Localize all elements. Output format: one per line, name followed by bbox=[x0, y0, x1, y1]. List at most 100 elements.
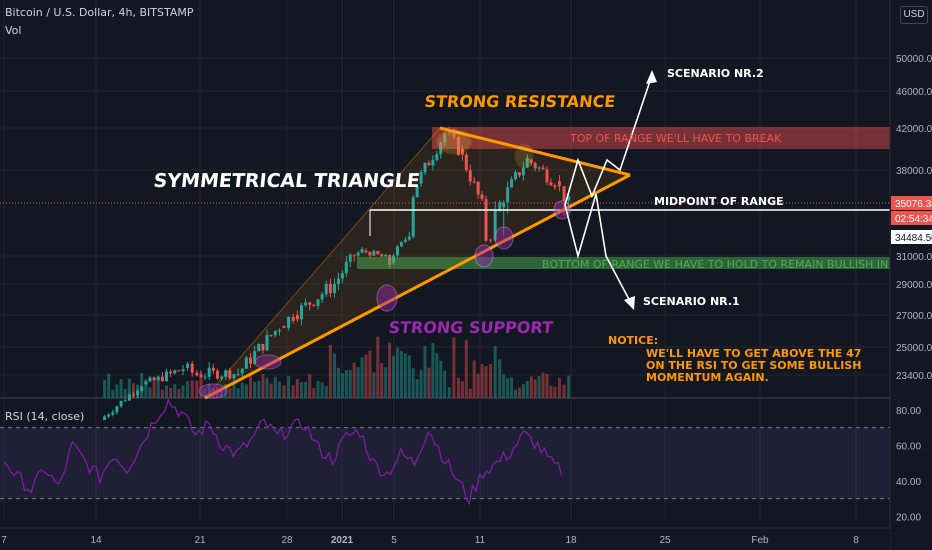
volume-bar bbox=[186, 381, 190, 398]
time-axis-tick: 18 bbox=[565, 535, 577, 546]
candle-body bbox=[336, 278, 340, 284]
price-axis-tick: 38000.00 bbox=[896, 166, 932, 177]
volume-bar bbox=[173, 384, 177, 398]
candle-body bbox=[144, 381, 148, 385]
volume-bar bbox=[443, 370, 447, 398]
volume-bar bbox=[195, 380, 199, 398]
candle-body bbox=[169, 371, 173, 374]
price-axis-tick: 46000.00 bbox=[896, 87, 932, 98]
top-of-range-zone bbox=[432, 127, 890, 149]
candle-body bbox=[107, 414, 111, 417]
volume-bar bbox=[344, 370, 348, 398]
candle-body bbox=[273, 330, 277, 336]
candle-body bbox=[244, 357, 248, 369]
volume-bar bbox=[529, 376, 533, 398]
candle-body bbox=[295, 315, 299, 320]
candle-body bbox=[517, 172, 521, 176]
candle-body bbox=[356, 252, 360, 256]
volume-bar bbox=[140, 372, 144, 398]
candle-body bbox=[232, 374, 236, 379]
notice-label: NOTICE: bbox=[608, 334, 658, 347]
candle-body bbox=[277, 330, 281, 332]
candle-body bbox=[265, 334, 269, 351]
volume-bar bbox=[144, 379, 148, 398]
rsi-axis-tick: 20.00 bbox=[896, 512, 921, 523]
candle-body bbox=[553, 185, 557, 188]
volume-bar bbox=[169, 387, 173, 398]
candle-body bbox=[529, 159, 533, 164]
price-axis-tick: 50000.00 bbox=[896, 54, 932, 65]
candle-body bbox=[340, 273, 344, 279]
support-touch-marker bbox=[494, 226, 514, 250]
candle-body bbox=[533, 163, 537, 169]
volume-bar bbox=[525, 380, 529, 398]
volume-bar bbox=[287, 375, 291, 398]
candle-body bbox=[181, 369, 185, 371]
rsi-axis-tick: 40.00 bbox=[896, 477, 921, 488]
time-axis-tick: 21 bbox=[194, 535, 206, 546]
volume-bar bbox=[480, 364, 484, 398]
candle-body bbox=[525, 157, 529, 168]
volume-bar bbox=[472, 360, 476, 398]
candle-body bbox=[160, 376, 164, 382]
time-axis-tick: 28 bbox=[281, 535, 293, 546]
candle-body bbox=[103, 416, 107, 420]
volume-bar bbox=[324, 385, 328, 398]
currency-button[interactable]: USD bbox=[900, 6, 928, 24]
candle-body bbox=[165, 371, 169, 382]
price-axis-bg bbox=[890, 0, 932, 550]
volume-bar bbox=[190, 380, 194, 398]
volume-bar bbox=[407, 355, 411, 398]
volume-bar bbox=[312, 388, 316, 398]
rsi-axis-tick: 80.00 bbox=[896, 406, 921, 417]
scenario-2-label: SCENARIO NR.2 bbox=[667, 67, 764, 80]
candle-body bbox=[537, 167, 541, 169]
volume-bar bbox=[376, 336, 380, 398]
candle-body bbox=[403, 239, 407, 242]
candle-body bbox=[253, 351, 257, 364]
candle-body bbox=[484, 199, 488, 241]
candle-body bbox=[472, 181, 476, 183]
candle-body bbox=[156, 376, 160, 380]
candle-body bbox=[360, 249, 364, 253]
volume-bar bbox=[181, 385, 185, 398]
candle-body bbox=[510, 179, 514, 188]
candle-body bbox=[287, 316, 291, 328]
candle-body bbox=[207, 367, 211, 377]
symmetrical-triangle-label: SYMMETRICAL TRIANGLE bbox=[152, 170, 420, 192]
candle-body bbox=[220, 376, 224, 379]
price-axis-tick: 42000.00 bbox=[896, 124, 932, 135]
notice-line-3: MOMENTUM AGAIN. bbox=[646, 371, 769, 384]
strong-support-label: STRONG SUPPORT bbox=[388, 318, 554, 337]
volume-bars bbox=[103, 336, 571, 398]
volume-bar bbox=[340, 373, 344, 398]
volume-bar bbox=[273, 376, 277, 398]
candle-body bbox=[190, 363, 194, 373]
candle-body bbox=[115, 406, 119, 413]
volume-bar bbox=[165, 385, 169, 398]
volume-bar bbox=[277, 381, 281, 398]
volume-bar bbox=[380, 362, 384, 398]
volume-bar bbox=[567, 375, 571, 398]
volume-bar bbox=[545, 373, 549, 398]
volume-bar bbox=[415, 379, 419, 398]
volume-bar bbox=[498, 359, 502, 398]
candle-body bbox=[177, 370, 181, 372]
volume-bar bbox=[372, 372, 376, 398]
support-trendline bbox=[204, 173, 631, 400]
rsi-line bbox=[3, 397, 563, 506]
candle-body bbox=[211, 367, 215, 371]
candle-body bbox=[415, 186, 419, 198]
volume-bar bbox=[265, 377, 269, 398]
volume-bar bbox=[557, 377, 561, 398]
volume-bar bbox=[514, 389, 518, 398]
candle-body bbox=[452, 132, 456, 138]
support-touch-marker bbox=[198, 383, 228, 399]
candle-body bbox=[368, 252, 372, 256]
volume-bar bbox=[476, 373, 480, 398]
candle-body bbox=[567, 196, 571, 201]
rsi-axis-tick: 60.00 bbox=[896, 441, 921, 452]
volume-bar bbox=[460, 381, 464, 398]
volume-bar bbox=[240, 382, 244, 398]
time-axis-tick: 2021 bbox=[331, 535, 354, 546]
